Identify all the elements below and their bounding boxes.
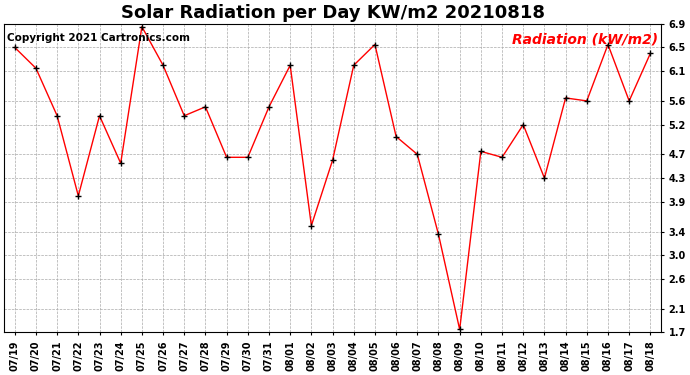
Title: Solar Radiation per Day KW/m2 20210818: Solar Radiation per Day KW/m2 20210818 bbox=[121, 4, 544, 22]
Text: Copyright 2021 Cartronics.com: Copyright 2021 Cartronics.com bbox=[8, 33, 190, 43]
Text: Radiation (kW/m2): Radiation (kW/m2) bbox=[511, 33, 658, 47]
